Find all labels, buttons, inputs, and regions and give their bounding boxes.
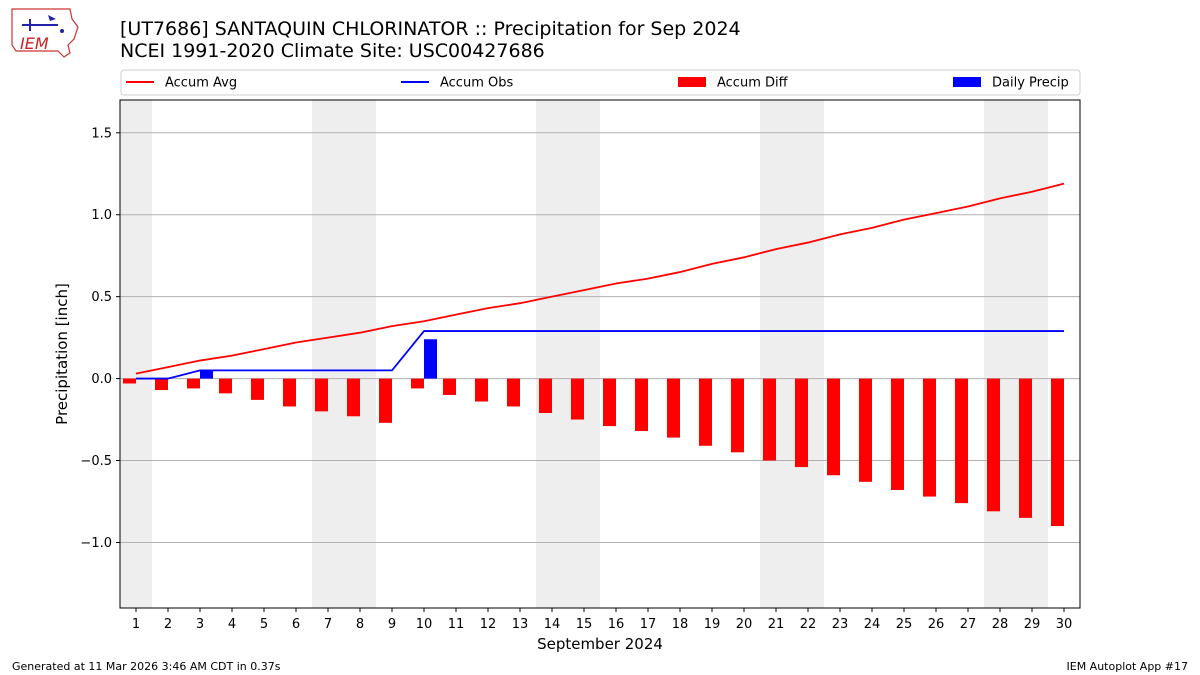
accum-diff-bar-13: [507, 378, 520, 407]
weekend-band-29: [1016, 100, 1048, 608]
xtick-label-16: 16: [608, 617, 625, 632]
legend-swatch-daily-precip: [953, 77, 981, 87]
xtick-label-22: 22: [800, 617, 817, 632]
accum-diff-bar-17: [635, 378, 648, 432]
legend-label-accum-diff: Accum Diff: [717, 76, 789, 91]
xtick-label-23: 23: [832, 617, 849, 632]
xtick-label-26: 26: [928, 617, 945, 632]
daily-precip-bar-3: [200, 370, 213, 379]
xtick-label-6: 6: [292, 617, 300, 632]
accum-diff-bar-19: [699, 378, 712, 446]
accum-diff-bar-16: [603, 378, 616, 427]
xtick-label-19: 19: [704, 617, 721, 632]
y-axis-label: Precipitation [inch]: [53, 283, 71, 425]
legend-swatch-accum-diff: [678, 77, 706, 87]
legend-frame: [120, 69, 1081, 96]
accum-diff-bar-29: [1019, 378, 1032, 518]
weekend-band-22: [792, 100, 824, 608]
accum-diff-bar-28: [987, 378, 1000, 512]
weekend-band-15: [568, 100, 600, 608]
accum-diff-bar-14: [539, 378, 552, 413]
accum-diff-bar-20: [731, 378, 744, 453]
accum-diff-bar-21: [763, 378, 776, 461]
accum-diff-bar-2: [155, 378, 168, 391]
xtick-label-29: 29: [1024, 617, 1041, 632]
xtick-label-10: 10: [416, 617, 433, 632]
accum-diff-bar-27: [955, 378, 968, 504]
xtick-label-11: 11: [448, 617, 465, 632]
chart-subtitle: NCEI 1991-2020 Climate Site: USC00427686: [120, 40, 545, 62]
accum-diff-bar-4: [219, 378, 232, 394]
xtick-label-5: 5: [260, 617, 268, 632]
xtick-label-3: 3: [196, 617, 204, 632]
ytick-label-3: 0.5: [91, 290, 112, 305]
iem-logo: IEM: [11, 8, 79, 58]
accum-obs-line: [136, 330, 1064, 380]
weekend-band-21: [760, 100, 792, 608]
xtick-label-27: 27: [960, 617, 977, 632]
xtick-label-21: 21: [768, 617, 785, 632]
accum-avg-line: [135, 182, 1065, 375]
xtick-label-25: 25: [896, 617, 913, 632]
xtick-label-20: 20: [736, 617, 753, 632]
xtick-label-1: 1: [132, 617, 140, 632]
accum-diff-bar-30: [1051, 378, 1064, 527]
xtick-label-24: 24: [864, 617, 881, 632]
xtick-label-4: 4: [228, 617, 236, 632]
weekend-band-28: [984, 100, 1016, 608]
accum-diff-bar-8: [347, 378, 360, 417]
accum-diff-bar-3: [187, 378, 200, 389]
xtick-label-7: 7: [324, 617, 332, 632]
xtick-label-2: 2: [164, 617, 172, 632]
weekend-band-7: [312, 100, 344, 608]
accum-diff-bar-10: [411, 378, 424, 389]
ytick-label-4: 1.0: [91, 208, 112, 223]
footer-app: IEM Autoplot App #17: [1066, 660, 1189, 673]
xtick-label-17: 17: [640, 617, 657, 632]
chart-title: [UT7686] SANTAQUIN CHLORINATOR :: Precip…: [120, 18, 741, 40]
accum-diff-bar-18: [667, 378, 680, 438]
xtick-label-14: 14: [544, 617, 561, 632]
legend: Accum Avg Accum Obs Accum Diff Daily Precip: [120, 69, 1081, 96]
accum-diff-bar-15: [571, 378, 584, 420]
xtick-label-8: 8: [356, 617, 364, 632]
ytick-label-5: 1.5: [91, 126, 112, 141]
xtick-label-30: 30: [1056, 617, 1073, 632]
x-axis-label: September 2024: [537, 635, 663, 653]
weekend-band-8: [344, 100, 376, 608]
accum-diff-bar-25: [891, 378, 904, 491]
daily-precip-bar-10: [424, 339, 437, 379]
accum-diff-bar-9: [379, 378, 392, 423]
xtick-label-15: 15: [576, 617, 593, 632]
accum-diff-bar-6: [283, 378, 296, 407]
footer-generated: Generated at 11 Mar 2026 3:46 AM CDT in …: [12, 660, 281, 673]
xtick-label-12: 12: [480, 617, 497, 632]
accum-diff-bar-7: [315, 378, 328, 412]
legend-label-accum-avg: Accum Avg: [165, 76, 237, 91]
xtick-label-9: 9: [388, 617, 396, 632]
accum-diff-bar-23: [827, 378, 840, 476]
accum-diff-bar-12: [475, 378, 488, 402]
xtick-label-13: 13: [512, 617, 529, 632]
accum-diff-bar-26: [923, 378, 936, 497]
xtick-label-28: 28: [992, 617, 1009, 632]
weekend-band-14: [536, 100, 568, 608]
accum-diff-bar-24: [859, 378, 872, 482]
accum-diff-bar-5: [251, 378, 264, 400]
ytick-label-1: −0.5: [80, 454, 112, 469]
legend-label-daily-precip: Daily Precip: [992, 76, 1069, 91]
plot-frame: [119, 99, 1081, 609]
weekend-band-1: [120, 100, 152, 608]
accum-diff-bar-11: [443, 378, 456, 395]
legend-label-accum-obs: Accum Obs: [440, 76, 513, 91]
ytick-label-2: 0.0: [91, 372, 112, 387]
accum-diff-bar-1: [123, 378, 136, 384]
logo-text: IEM: [20, 34, 49, 53]
xtick-label-18: 18: [672, 617, 689, 632]
ytick-label-0: −1.0: [80, 536, 112, 551]
accum-diff-bar-22: [795, 378, 808, 468]
